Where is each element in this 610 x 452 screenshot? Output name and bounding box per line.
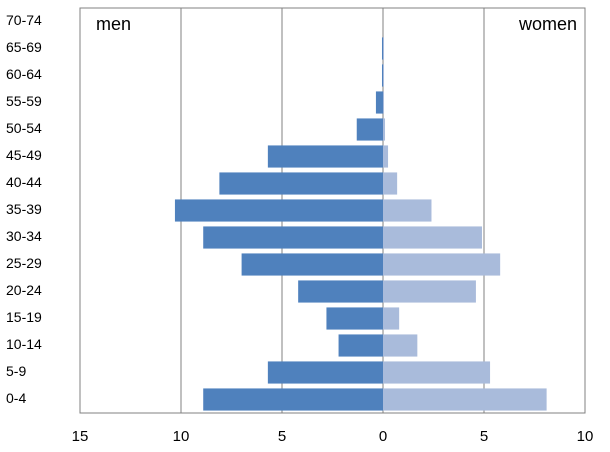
bar: [381, 64, 383, 87]
bar: [383, 361, 491, 384]
legend-label: women: [518, 14, 577, 34]
bar: [203, 226, 383, 249]
bar: [383, 307, 400, 330]
x-tick-label: 0: [379, 428, 387, 445]
bar: [383, 64, 385, 87]
plot-border: [79, 7, 586, 414]
bar: [383, 199, 432, 222]
bar: [383, 91, 385, 114]
y-tick-label: 45-49: [6, 147, 42, 163]
y-tick-label: 65-69: [6, 39, 42, 55]
y-tick-label: 70-74: [6, 12, 42, 28]
bar: [383, 334, 418, 357]
y-tick-label: 30-34: [6, 228, 42, 244]
bar: [267, 145, 383, 168]
y-tick-label: 20-24: [6, 282, 42, 298]
y-tick-label: 25-29: [6, 255, 42, 271]
y-tick-label: 35-39: [6, 201, 42, 217]
bar: [219, 172, 383, 195]
y-tick-label: 0-4: [6, 390, 26, 406]
bar: [383, 226, 482, 249]
x-tick-label: 5: [278, 428, 286, 445]
bar: [267, 361, 383, 384]
x-tick-label: 10: [173, 428, 190, 445]
y-tick-label: 10-14: [6, 336, 42, 352]
bar: [375, 91, 383, 114]
x-tick-label: 10: [577, 428, 594, 445]
bar: [383, 172, 398, 195]
bar: [203, 388, 383, 411]
bar: [383, 118, 386, 141]
bar: [383, 145, 389, 168]
bar: [174, 199, 383, 222]
x-tick-label: 5: [480, 428, 488, 445]
bar: [383, 37, 385, 60]
bar: [338, 334, 383, 357]
y-tick-label: 60-64: [6, 66, 42, 82]
y-tick-label: 50-54: [6, 120, 42, 136]
bar: [383, 280, 476, 303]
bar: [326, 307, 383, 330]
x-tick-label: 15: [72, 428, 89, 445]
y-tick-label: 15-19: [6, 309, 42, 325]
y-tick-label: 55-59: [6, 93, 42, 109]
bar: [241, 253, 383, 276]
y-tick-label: 40-44: [6, 174, 42, 190]
legend-label: men: [96, 14, 131, 34]
bar: [383, 253, 501, 276]
bar: [356, 118, 383, 141]
bar: [381, 37, 383, 60]
y-tick-label: 5-9: [6, 363, 26, 379]
bar: [383, 388, 547, 411]
bar: [298, 280, 383, 303]
